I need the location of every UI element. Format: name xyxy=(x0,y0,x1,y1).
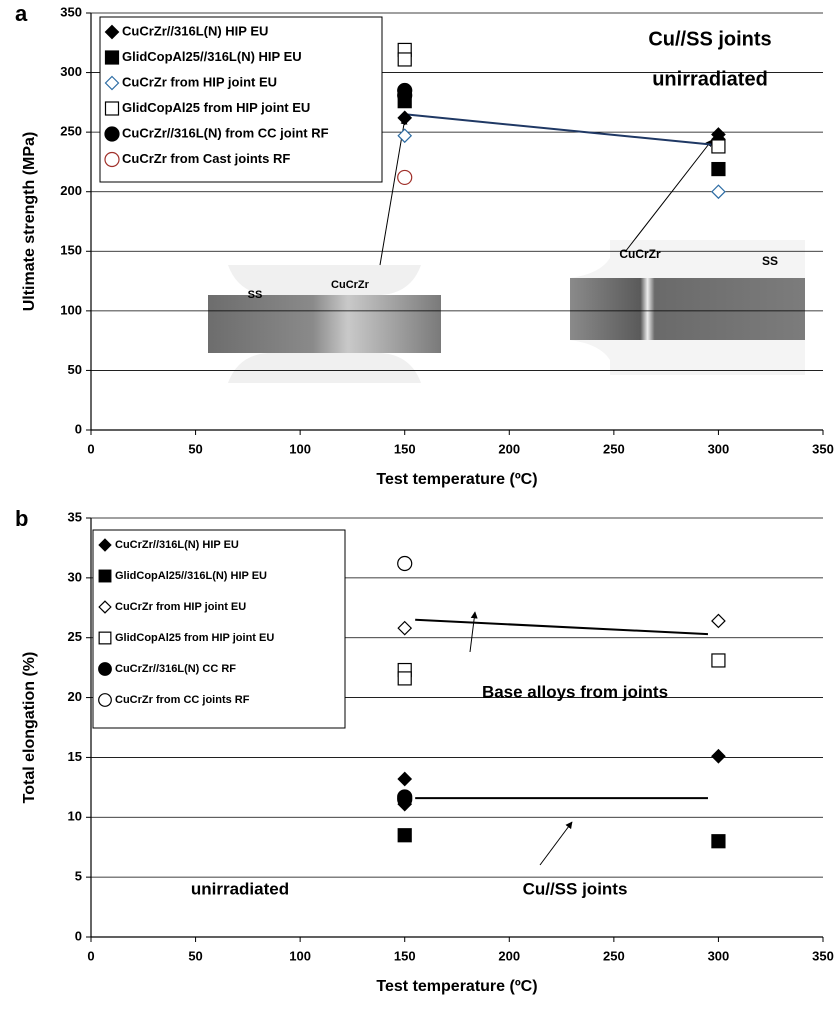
y-tick-label: 20 xyxy=(68,689,82,704)
annotation: a xyxy=(15,1,28,26)
point xyxy=(397,828,412,843)
arrow xyxy=(469,611,478,653)
point xyxy=(98,538,112,552)
trend-line xyxy=(404,113,719,147)
point xyxy=(397,128,413,144)
x-tick-label: 250 xyxy=(603,948,625,963)
y-tick-label: 30 xyxy=(68,569,82,584)
legend-label: GlidCopAl25//316L(N) HIP EU xyxy=(122,49,302,64)
annotation: SS xyxy=(248,289,263,301)
point xyxy=(104,24,120,40)
photo-inset xyxy=(208,265,441,383)
y-tick-label: 0 xyxy=(75,421,82,436)
point xyxy=(711,613,726,629)
point xyxy=(397,671,412,686)
legend-box xyxy=(99,16,383,183)
point xyxy=(98,662,112,676)
legend-box xyxy=(92,529,346,729)
point xyxy=(711,161,726,177)
y-axis-title: Ultimate strength (MPa) xyxy=(21,132,38,312)
legend-label: CuCrZr//316L(N) CC RF xyxy=(115,663,236,675)
y-tick-label: 5 xyxy=(75,869,82,884)
legend-label: CuCrZr from Cast joints RF xyxy=(122,151,290,166)
point xyxy=(397,110,413,126)
legend-label: CuCrZr//316L(N) HIP EU xyxy=(122,23,268,38)
y-tick-label: 25 xyxy=(68,629,82,644)
x-tick-label: 350 xyxy=(812,948,834,963)
point xyxy=(397,620,413,636)
y-tick-label: 10 xyxy=(68,809,82,824)
point xyxy=(397,555,413,572)
y-tick-label: 250 xyxy=(60,124,82,139)
x-tick-label: 0 xyxy=(87,441,94,456)
point xyxy=(104,101,120,116)
point xyxy=(98,631,112,645)
x-tick-label: 300 xyxy=(708,948,730,963)
x-tick-label: 50 xyxy=(188,441,202,456)
y-tick-label: 50 xyxy=(68,362,82,377)
y-tick-label: 100 xyxy=(60,302,82,317)
x-tick-label: 350 xyxy=(812,441,834,456)
annotation: SS xyxy=(762,254,778,268)
x-tick-label: 150 xyxy=(394,948,416,963)
point xyxy=(98,600,112,614)
point xyxy=(98,693,112,707)
legend-label: CuCrZr//316L(N) HIP EU xyxy=(115,539,239,551)
arrow xyxy=(624,139,713,253)
point xyxy=(711,834,726,849)
x-tick-label: 100 xyxy=(289,948,311,963)
x-tick-label: 250 xyxy=(603,441,625,456)
legend-label: CuCrZr from HIP joint EU xyxy=(115,601,246,613)
point xyxy=(397,169,413,186)
point xyxy=(104,151,120,168)
y-tick-label: 150 xyxy=(60,243,82,258)
y-axis-title: Total elongation (%) xyxy=(21,652,38,804)
point xyxy=(397,87,413,103)
annotation: CuCrZr xyxy=(619,247,661,261)
x-tick-label: 50 xyxy=(188,948,202,963)
point xyxy=(104,50,120,65)
annotation: b xyxy=(15,506,28,531)
annotation: Cu//SS joints xyxy=(648,28,771,50)
x-axis-title: Test temperature (ºC) xyxy=(376,978,537,995)
legend-label: CuCrZr//316L(N) from CC joint RF xyxy=(122,125,329,140)
annotation: unirradiated xyxy=(652,68,768,90)
x-tick-label: 200 xyxy=(498,948,520,963)
annotation: Base alloys from joints xyxy=(482,682,668,701)
x-tick-label: 150 xyxy=(394,441,416,456)
point xyxy=(397,52,412,67)
y-tick-label: 0 xyxy=(75,928,82,943)
y-tick-label: 15 xyxy=(68,749,82,764)
x-tick-label: 300 xyxy=(708,441,730,456)
point xyxy=(711,139,726,154)
legend-label: CuCrZr from CC joints RF xyxy=(115,694,250,706)
point xyxy=(98,569,112,583)
x-axis-title: Test temperature (ºC) xyxy=(376,471,537,488)
legend-label: GlidCopAl25//316L(N) HIP EU xyxy=(115,570,267,582)
annotation: CuCrZr xyxy=(331,279,370,291)
legend-label: CuCrZr from HIP joint EU xyxy=(122,74,277,89)
y-tick-label: 200 xyxy=(60,183,82,198)
point xyxy=(397,771,413,787)
point xyxy=(104,75,120,91)
point xyxy=(104,126,120,142)
x-tick-label: 100 xyxy=(289,441,311,456)
legend-label: GlidCopAl25 from HIP joint EU xyxy=(115,632,274,644)
trend-line xyxy=(415,618,709,636)
annotation: Cu//SS joints xyxy=(523,879,628,898)
photo-inset xyxy=(570,240,805,375)
x-tick-label: 0 xyxy=(87,948,94,963)
y-tick-label: 350 xyxy=(60,4,82,19)
x-tick-label: 200 xyxy=(498,441,520,456)
y-tick-label: 300 xyxy=(60,64,82,79)
point xyxy=(711,748,726,764)
arrow xyxy=(539,821,573,866)
y-tick-label: 35 xyxy=(68,509,82,524)
point xyxy=(711,653,726,668)
point xyxy=(711,184,726,200)
legend-label: GlidCopAl25 from HIP joint EU xyxy=(122,100,310,115)
annotation: unirradiated xyxy=(191,879,289,898)
point xyxy=(397,791,413,807)
